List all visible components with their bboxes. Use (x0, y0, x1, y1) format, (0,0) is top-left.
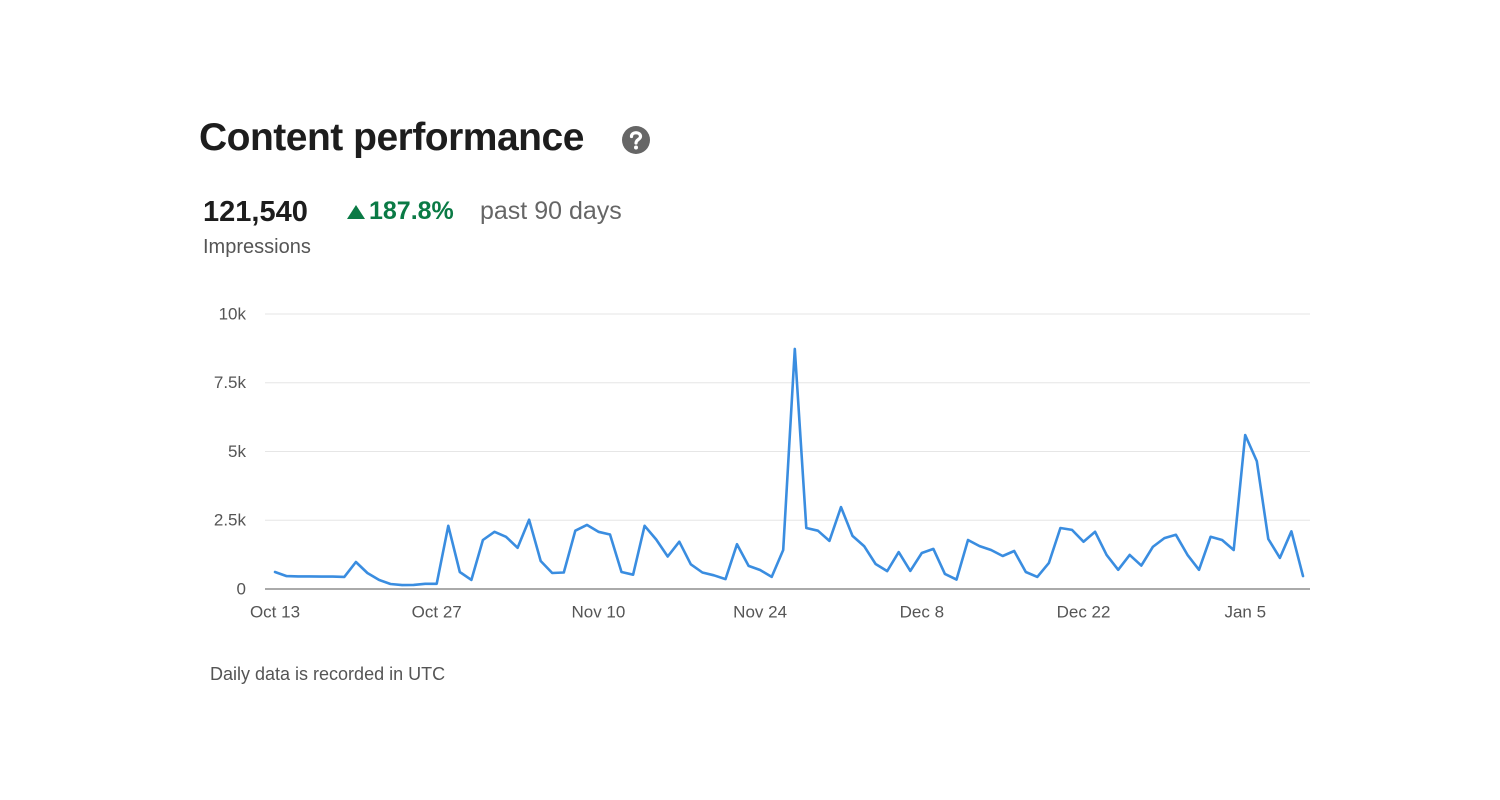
metric-label: Impressions (203, 236, 311, 258)
y-tick-label: 5k (228, 442, 246, 461)
change-percent: 187.8% (369, 197, 454, 225)
y-tick-label: 0 (237, 579, 246, 598)
x-tick-label: Oct 13 (250, 602, 300, 621)
section-title: Content performance (199, 116, 584, 159)
help-icon[interactable] (621, 125, 651, 155)
impressions-line (273, 347, 1305, 587)
y-tick-label: 10k (219, 304, 247, 323)
x-tick-label: Jan 5 (1224, 602, 1266, 621)
x-tick-label: Dec 22 (1057, 602, 1111, 621)
x-tick-label: Dec 8 (900, 602, 944, 621)
up-arrow-icon (347, 205, 365, 219)
x-tick-label: Nov 24 (733, 602, 787, 621)
y-tick-label: 7.5k (214, 373, 247, 392)
y-tick-label: 2.5k (214, 511, 247, 530)
x-tick-label: Nov 10 (571, 602, 625, 621)
period-label: past 90 days (480, 197, 622, 225)
total-value: 121,540 (203, 196, 308, 228)
x-tick-label: Oct 27 (412, 602, 462, 621)
footer-note: Daily data is recorded in UTC (210, 664, 446, 684)
chart: 0 2.5k 5k 7.5k 10k Oct 13 Oct 27 Nov 10 Nov 24 De… (214, 304, 1310, 621)
